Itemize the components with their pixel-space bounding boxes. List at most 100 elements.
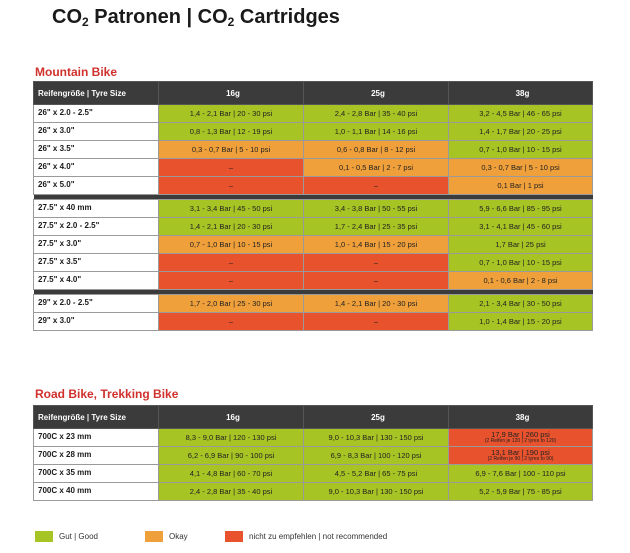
header-25g: 25g: [303, 405, 449, 429]
pressure-cell-38g: 0,7 - 1,0 Bar | 10 - 15 psi: [448, 140, 593, 159]
pressure-value: –: [228, 257, 234, 267]
table-row: 26" x 5.0" – – 0,1 Bar | 1 psi: [33, 176, 593, 195]
road-bike-table: Reifengröße | Tyre Size 16g 25g 38g 700C…: [33, 405, 593, 501]
tyre-size-cell: 27.5" x 3.5": [33, 253, 159, 272]
tyre-size-cell: 26" x 4.0": [33, 158, 159, 177]
legend-label-okay: Okay: [169, 531, 188, 541]
pressure-cell-16g: –: [158, 253, 304, 272]
pressure-value: 2,1 - 3,4 Bar | 30 - 50 psi: [479, 298, 562, 308]
pressure-cell-38g: 2,1 - 3,4 Bar | 30 - 50 psi: [448, 294, 593, 313]
road-bike-section-title: Road Bike, Trekking Bike: [35, 387, 179, 401]
tyre-size-cell: 27.5" x 2.0 - 2.5": [33, 217, 159, 236]
pressure-value: 9,0 - 10,3 Bar | 130 - 150 psi: [328, 486, 424, 496]
tyre-size-cell: 700C x 35 mm: [33, 464, 159, 483]
header-tyre-size: Reifengröße | Tyre Size: [33, 81, 159, 105]
pressure-note: (2 Reifen je 120 | 2 tyres to 120): [484, 437, 557, 444]
pressure-value: 3,1 - 4,1 Bar | 45 - 60 psi: [479, 221, 562, 231]
pressure-cell-25g: 9,0 - 10,3 Bar | 130 - 150 psi: [303, 482, 449, 501]
pressure-cell-25g: 1,0 - 1,1 Bar | 14 - 16 psi: [303, 122, 449, 141]
header-16g: 16g: [158, 405, 304, 429]
pressure-value: 1,4 - 2,1 Bar | 20 - 30 psi: [189, 221, 273, 231]
pressure-cell-38g: 5,2 - 5,9 Bar | 75 - 85 psi: [448, 482, 593, 501]
pressure-value: 0,1 Bar | 1 psi: [497, 180, 544, 190]
pressure-cell-38g: 0,7 - 1,0 Bar | 10 - 15 psi: [448, 253, 593, 272]
pressure-value: 0,7 - 1,0 Bar | 10 - 15 psi: [479, 257, 562, 267]
pressure-value: 5,2 - 5,9 Bar | 75 - 85 psi: [479, 486, 562, 496]
table-row: 29" x 3.0" – – 1,0 - 1,4 Bar | 15 - 20 psi: [33, 312, 593, 331]
tyre-size-cell: 26" x 2.0 - 2.5": [33, 104, 159, 123]
table-row: 26" x 3.0" 0,8 - 1,3 Bar | 12 - 19 psi 1,0…: [33, 122, 593, 141]
pressure-value: 5,9 - 6,6 Bar | 85 - 95 psi: [479, 203, 562, 213]
pressure-value: 0,1 - 0,5 Bar | 2 - 7 psi: [338, 162, 414, 172]
tyre-size-cell: 700C x 28 mm: [33, 446, 159, 465]
pressure-value: 1,4 - 2,1 Bar | 20 - 30 psi: [334, 298, 418, 308]
pressure-cell-16g: 0,3 - 0,7 Bar | 5 - 10 psi: [158, 140, 304, 159]
table-row: 700C x 35 mm 4,1 - 4,8 Bar | 60 - 70 psi 4…: [33, 464, 593, 483]
table-row: 29" x 2.0 - 2.5" 1,7 - 2,0 Bar | 25 - 30 …: [33, 294, 593, 313]
pressure-cell-16g: 2,4 - 2,8 Bar | 35 - 40 psi: [158, 482, 304, 501]
pressure-value: –: [373, 180, 379, 190]
table-row: 700C x 28 mm 6,2 - 6,9 Bar | 90 - 100 psi…: [33, 446, 593, 465]
pressure-value: 1,4 - 1,7 Bar | 20 - 25 psi: [479, 126, 562, 136]
pressure-cell-16g: –: [158, 158, 304, 177]
pressure-value: –: [228, 275, 234, 285]
pressure-cell-16g: 0,7 - 1,0 Bar | 10 - 15 psi: [158, 235, 304, 254]
pressure-cell-38g: 13,1 Bar | 190 psi (2 Reifen je 90 | 2 ty…: [448, 446, 593, 465]
pressure-value: 3,4 - 3,8 Bar | 50 - 55 psi: [334, 203, 418, 213]
pressure-value: 0,7 - 1,0 Bar | 10 - 15 psi: [479, 144, 562, 154]
pressure-value: –: [228, 316, 234, 326]
pressure-value: 4,1 - 4,8 Bar | 60 - 70 psi: [189, 468, 273, 478]
pressure-value: –: [373, 275, 379, 285]
road-bike-table-body: 700C x 23 mm 8,3 - 9,0 Bar | 120 - 130 ps…: [33, 428, 593, 501]
pressure-cell-38g: 0,3 - 0,7 Bar | 5 - 10 psi: [448, 158, 593, 177]
table-row: 26" x 2.0 - 2.5" 1,4 - 2,1 Bar | 20 - 30 …: [33, 104, 593, 123]
table-header-row: Reifengröße | Tyre Size 16g 25g 38g: [33, 81, 593, 105]
pressure-note: (2 Reifen je 90 | 2 tyres to 90): [487, 455, 554, 462]
pressure-cell-25g: 2,4 - 2,8 Bar | 35 - 40 psi: [303, 104, 449, 123]
pressure-value: 4,5 - 5,2 Bar | 65 - 75 psi: [334, 468, 418, 478]
pressure-cell-25g: 1,4 - 2,1 Bar | 20 - 30 psi: [303, 294, 449, 313]
mountain-bike-table: Reifengröße | Tyre Size 16g 25g 38g 26" …: [33, 81, 593, 331]
pressure-cell-16g: 8,3 - 9,0 Bar | 120 - 130 psi: [158, 428, 304, 447]
legend-swatch-not-recommended: [225, 530, 243, 542]
tyre-size-cell: 26" x 3.0": [33, 122, 159, 141]
pressure-cell-38g: 0,1 Bar | 1 psi: [448, 176, 593, 195]
pressure-cell-38g: 1,7 Bar | 25 psi: [448, 235, 593, 254]
pressure-value: 1,4 - 2,1 Bar | 20 - 30 psi: [189, 108, 273, 118]
pressure-cell-25g: 1,7 - 2,4 Bar | 25 - 35 psi: [303, 217, 449, 236]
pressure-cell-38g: 3,1 - 4,1 Bar | 45 - 60 psi: [448, 217, 593, 236]
pressure-value: 0,6 - 0,8 Bar | 8 - 12 psi: [336, 144, 416, 154]
pressure-cell-38g: 1,4 - 1,7 Bar | 20 - 25 psi: [448, 122, 593, 141]
pressure-value: 3,1 - 3,4 Bar | 45 - 50 psi: [189, 203, 273, 213]
pressure-cell-16g: 4,1 - 4,8 Bar | 60 - 70 psi: [158, 464, 304, 483]
pressure-cell-38g: 0,1 - 0,6 Bar | 2 - 8 psi: [448, 271, 593, 290]
pressure-value: –: [228, 180, 234, 190]
table-row: 700C x 40 mm 2,4 - 2,8 Bar | 35 - 40 psi 9…: [33, 482, 593, 501]
tyre-size-cell: 26" x 3.5": [33, 140, 159, 159]
pressure-value: 17,9 Bar | 260 psi: [491, 430, 550, 440]
legend-item-okay: Okay: [145, 530, 188, 542]
table-row: 27.5" x 2.0 - 2.5" 1,4 - 2,1 Bar | 20 - 3…: [33, 217, 593, 236]
pressure-value: 2,4 - 2,8 Bar | 35 - 40 psi: [334, 108, 418, 118]
pressure-cell-16g: 3,1 - 3,4 Bar | 45 - 50 psi: [158, 199, 304, 218]
pressure-cell-25g: –: [303, 253, 449, 272]
mountain-bike-section-title: Mountain Bike: [35, 65, 118, 79]
pressure-cell-16g: –: [158, 271, 304, 290]
header-16g: 16g: [158, 81, 304, 105]
legend-item-good: Gut | Good: [35, 530, 98, 542]
tyre-size-cell: 29" x 3.0": [33, 312, 159, 331]
pressure-value: 0,8 - 1,3 Bar | 12 - 19 psi: [189, 126, 273, 136]
pressure-cell-25g: 3,4 - 3,8 Bar | 50 - 55 psi: [303, 199, 449, 218]
table-row: 700C x 23 mm 8,3 - 9,0 Bar | 120 - 130 ps…: [33, 428, 593, 447]
pressure-cell-38g: 5,9 - 6,6 Bar | 85 - 95 psi: [448, 199, 593, 218]
pressure-value: 1,0 - 1,4 Bar | 15 - 20 psi: [334, 239, 418, 249]
table-row: 27.5" x 40 mm 3,1 - 3,4 Bar | 45 - 50 psi…: [33, 199, 593, 218]
tyre-size-cell: 26" x 5.0": [33, 176, 159, 195]
pressure-cell-25g: 9,0 - 10,3 Bar | 130 - 150 psi: [303, 428, 449, 447]
group-separator-bar: [33, 289, 593, 295]
tyre-size-cell: 700C x 40 mm: [33, 482, 159, 501]
header-38g: 38g: [448, 81, 593, 105]
legend-item-not-recommended: nicht zu empfehlen | not recommended: [225, 530, 387, 542]
pressure-cell-25g: 1,0 - 1,4 Bar | 15 - 20 psi: [303, 235, 449, 254]
pressure-value: 8,3 - 9,0 Bar | 120 - 130 psi: [185, 432, 277, 442]
